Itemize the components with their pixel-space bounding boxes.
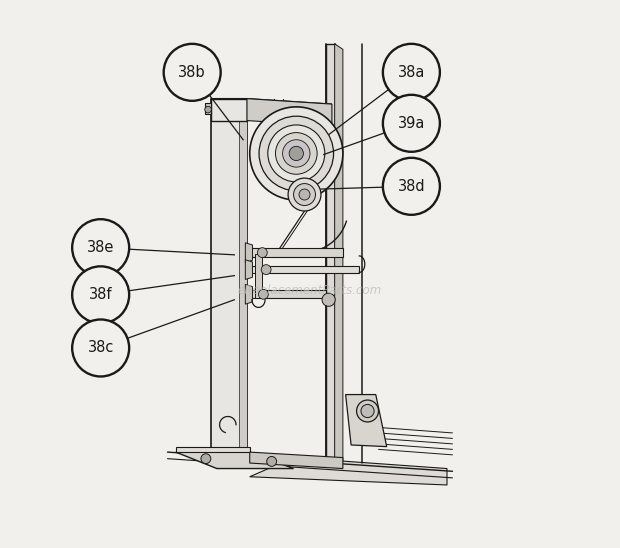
Polygon shape: [246, 260, 252, 279]
Circle shape: [383, 95, 440, 152]
Circle shape: [72, 219, 129, 276]
Text: 38b: 38b: [179, 65, 206, 80]
Text: 38d: 38d: [397, 179, 425, 194]
Text: eReplacementParts.com: eReplacementParts.com: [238, 284, 382, 297]
Polygon shape: [211, 99, 247, 121]
Polygon shape: [335, 44, 343, 466]
Polygon shape: [175, 452, 293, 469]
Text: 38a: 38a: [397, 65, 425, 80]
Circle shape: [283, 140, 310, 167]
Polygon shape: [246, 243, 252, 262]
Circle shape: [259, 289, 268, 299]
Circle shape: [293, 184, 316, 206]
Circle shape: [164, 44, 221, 101]
Polygon shape: [327, 44, 335, 466]
Polygon shape: [239, 99, 247, 452]
Circle shape: [268, 125, 325, 182]
Text: 38f: 38f: [89, 287, 112, 302]
Text: 38c: 38c: [87, 340, 114, 356]
Circle shape: [261, 265, 271, 275]
Polygon shape: [247, 290, 327, 298]
Circle shape: [259, 116, 334, 191]
Circle shape: [201, 454, 211, 464]
Polygon shape: [255, 254, 262, 298]
Polygon shape: [247, 266, 360, 273]
Polygon shape: [246, 284, 252, 304]
Circle shape: [383, 44, 440, 101]
Circle shape: [289, 146, 303, 161]
Circle shape: [299, 189, 310, 200]
Polygon shape: [247, 248, 343, 257]
Circle shape: [361, 404, 374, 418]
Polygon shape: [250, 458, 447, 485]
Text: 39a: 39a: [397, 116, 425, 131]
Polygon shape: [345, 395, 387, 447]
Circle shape: [72, 319, 129, 376]
Circle shape: [72, 266, 129, 323]
Polygon shape: [247, 99, 332, 126]
Circle shape: [205, 106, 211, 113]
Text: 38e: 38e: [87, 240, 114, 255]
Circle shape: [322, 293, 335, 306]
Polygon shape: [250, 452, 343, 469]
Polygon shape: [211, 99, 332, 104]
Circle shape: [275, 133, 317, 174]
Polygon shape: [205, 103, 211, 114]
Circle shape: [288, 178, 321, 211]
Polygon shape: [211, 99, 247, 452]
Polygon shape: [175, 447, 250, 452]
Circle shape: [356, 400, 378, 422]
Circle shape: [250, 107, 343, 200]
Circle shape: [267, 456, 277, 466]
Circle shape: [383, 158, 440, 215]
Circle shape: [257, 248, 267, 258]
